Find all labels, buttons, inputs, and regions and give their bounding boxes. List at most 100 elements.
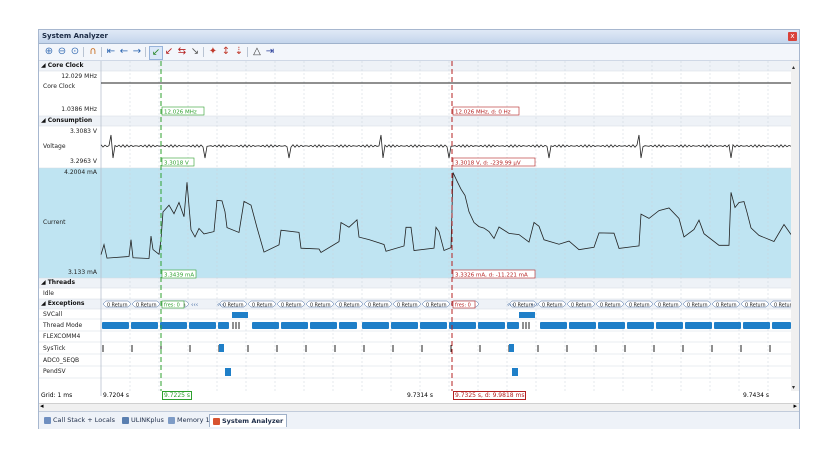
next-icon[interactable]: →: [132, 46, 142, 57]
prev-icon[interactable]: ←: [119, 46, 129, 57]
exception-tag: 0 Return: [363, 300, 393, 309]
thread-mode-segment: [339, 322, 357, 329]
pendsv-block: [512, 368, 518, 376]
threads-group-label[interactable]: ◢ Threads: [41, 279, 76, 286]
close-icon[interactable]: x: [788, 32, 797, 41]
exception-tag: 0 Return: [566, 300, 596, 309]
exception-tag: 0 Return: [624, 300, 654, 309]
flag-icon[interactable]: ⇥: [265, 46, 275, 57]
voltage-label: Voltage: [43, 143, 66, 150]
delta-icon[interactable]: △: [253, 46, 261, 57]
cursor-icon[interactable]: ↙: [149, 46, 163, 60]
consumption-group-label[interactable]: ◢ Consumption: [41, 117, 93, 124]
exception-tag: 0 Return: [682, 300, 712, 309]
exception-tag-label: 0 Return: [397, 303, 418, 309]
exception-tag: 0 Return: [218, 300, 248, 309]
cursor-2-icon[interactable]: ↙: [164, 46, 174, 57]
time-left: 9.7204 s: [103, 392, 130, 399]
time-mid: 9.7314 s: [407, 392, 434, 399]
chevron-left-icon: ‹‹‹: [531, 302, 538, 309]
systick-block: [219, 344, 224, 352]
current-area: [101, 168, 795, 278]
thread-mode-segment: [540, 322, 567, 329]
stop-icon[interactable]: ↕: [221, 46, 231, 57]
core-clock-group-label[interactable]: ◢ Core Clock: [41, 62, 84, 69]
set-marker-icon[interactable]: ✦: [208, 46, 218, 57]
current-header-bg: [39, 168, 101, 278]
cursor-label-red-current: 3.3326 mA, d: -11.221 mA: [452, 269, 536, 279]
cursor-label-green-exc: fres: 0: [161, 300, 185, 309]
time-red-cursor: 9.7325 s, d: 9.9818 ms: [453, 391, 527, 400]
scroll-left-icon[interactable]: ◂: [40, 402, 44, 410]
time-right: 9.7434 s: [743, 392, 770, 399]
exception-tag-label: 0 Return: [339, 303, 360, 309]
cursor-label-green-voltage: 3.3018 V: [161, 157, 195, 167]
thread-mode-segment: [656, 322, 683, 329]
exception-tag: 0 Return: [711, 300, 741, 309]
exception-tag: 0 Return: [131, 300, 161, 309]
tab-ulinkplus[interactable]: ULINKplus: [119, 414, 167, 426]
exception-tag-label: 0 Return: [658, 303, 679, 309]
thread-mode-segment: [310, 322, 337, 329]
zoom-all-icon[interactable]: ⊙: [70, 46, 80, 57]
tab-memory-1-label: Memory 1: [177, 416, 210, 424]
voltage-trace: [100, 134, 792, 159]
memory-icon: [168, 416, 175, 424]
svg-text:3.3439 mA: 3.3439 mA: [164, 273, 194, 279]
timeline-plot[interactable]: 0 Return 0 Return 0 Return 0 Return 0 Return…: [39, 61, 799, 396]
exception-tag-label: 0 Return: [513, 303, 534, 309]
exceptions-group-label[interactable]: ◢ Exceptions: [41, 300, 85, 307]
call-stack-icon: [44, 416, 51, 424]
tab-call-stack[interactable]: Call Stack + Locals: [41, 414, 118, 426]
exception-tag-label: 0 Return: [223, 303, 244, 309]
thread-mode-segment: [102, 322, 129, 329]
exception-tag-label: 0 Return: [136, 303, 157, 309]
core-clock-min: 1.0386 MHz: [61, 106, 97, 113]
cursor-label-red-clock: 12.026 MHz, d: 0 Hz: [452, 106, 520, 116]
svcall-label: SVCall: [43, 311, 63, 318]
systick-row: [102, 344, 771, 352]
consumption-group-text: Consumption: [47, 117, 93, 124]
core-clock-group-text: Core Clock: [47, 62, 84, 69]
cursor-label-green-current: 3.3439 mA: [161, 269, 197, 279]
exception-tag-label: 0 Return: [571, 303, 592, 309]
scroll-right-icon[interactable]: ▸: [793, 402, 797, 410]
trace-icon[interactable]: ⇣: [234, 46, 244, 57]
thread-mode-label: Thread Mode: [43, 322, 83, 329]
thread-mode-segment: [362, 322, 389, 329]
tab-system-analyzer[interactable]: System Analyzer: [209, 414, 288, 427]
marker-icon[interactable]: ⇆: [177, 46, 187, 57]
svg-text:3.3018 V, d: -239.99 µV: 3.3018 V, d: -239.99 µV: [455, 161, 521, 167]
analyzer-icon: [213, 417, 220, 425]
thread-mode-segment: [218, 322, 229, 329]
exception-tag-label: 0 Return: [629, 303, 650, 309]
horizontal-scrollbar[interactable]: ◂ ▸: [39, 402, 799, 412]
exception-tag-label: 0 Return: [745, 303, 766, 309]
thread-mode-segment: [627, 322, 654, 329]
thread-mode-segment: [685, 322, 712, 329]
exception-tag: 0 Return: [537, 300, 567, 309]
current-max: 4.2004 mA: [64, 169, 97, 176]
scroll-down-icon[interactable]: ▾: [792, 384, 795, 391]
zoom-in-icon[interactable]: ⊕: [44, 46, 54, 57]
tab-system-analyzer-label: System Analyzer: [222, 417, 284, 425]
cursor-3-icon[interactable]: ↘: [190, 46, 200, 57]
exceptions-group-text: Exceptions: [47, 300, 85, 307]
time-axis: Grid: 1 ms 9.7204 s 9.7225 s 9.7314 s 9.…: [39, 391, 799, 404]
svcall-block: [232, 312, 248, 318]
time-green-cursor: 9.7225 s: [162, 391, 193, 400]
scroll-up-icon[interactable]: ▴: [792, 64, 795, 71]
plot-canvas[interactable]: 0 Return 0 Return 0 Return 0 Return 0 Return…: [39, 61, 799, 396]
vertical-scrollbar[interactable]: [791, 61, 799, 391]
chevron-left-icon: ‹‹‹: [507, 302, 514, 309]
tab-memory-1[interactable]: Memory 1: [165, 414, 213, 426]
exception-tag-label: 0 Return: [600, 303, 621, 309]
jump-start-icon[interactable]: ⇤: [106, 46, 116, 57]
thread-mode-segment: [772, 322, 791, 329]
zoom-fit-icon[interactable]: ∩: [89, 46, 97, 57]
threads-band: [39, 278, 799, 288]
exception-tag-label: 0 Return: [281, 303, 302, 309]
exception-tag: 0 Return: [247, 300, 277, 309]
zoom-out-icon[interactable]: ⊖: [57, 46, 67, 57]
exception-tag: 0 Return: [653, 300, 683, 309]
